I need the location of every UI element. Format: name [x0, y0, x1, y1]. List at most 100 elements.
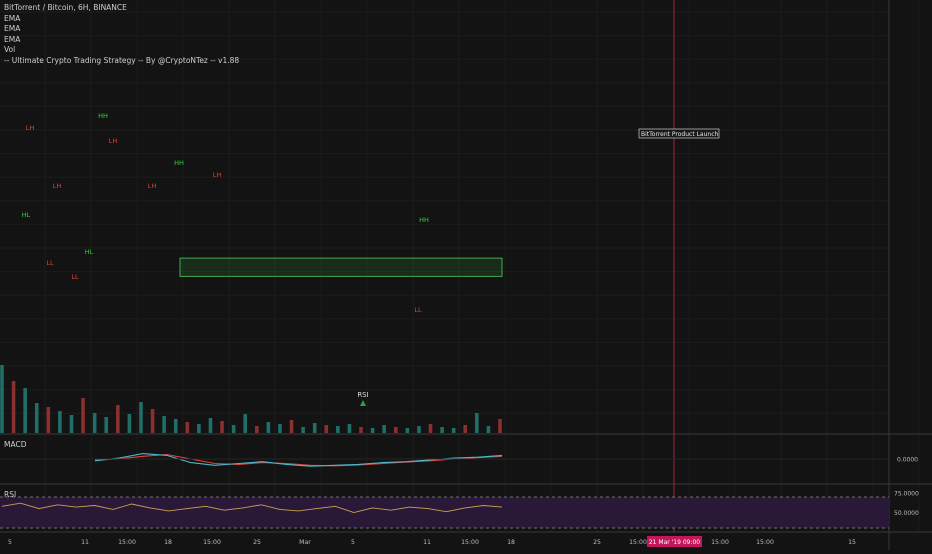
- structure-label-hl: HL: [85, 248, 94, 256]
- time-tick-label: 15:00: [203, 539, 221, 546]
- volume-bar: [46, 407, 51, 433]
- volume-bar: [34, 403, 39, 433]
- rsi-line: [1, 502, 503, 513]
- volume-bar: [0, 365, 4, 433]
- time-tick-label: 15:00: [118, 539, 136, 546]
- volume-bar: [11, 381, 16, 433]
- macd-line: [94, 453, 503, 467]
- structure-label-lh: LH: [53, 182, 62, 190]
- structure-label-ll: LL: [46, 259, 54, 267]
- volume-bar: [243, 414, 248, 433]
- structure-label-hh: HH: [419, 216, 429, 224]
- volume-bar: [69, 415, 74, 433]
- time-axis: 5 11 15:00 18 15:00 25 Mar 5 11 15:00 18 25 15:00 15:…: [8, 536, 856, 547]
- event-label-text: BitTorrent Product Launch: [641, 131, 719, 138]
- volume-bar: [173, 419, 178, 433]
- volume-bar: [116, 405, 120, 433]
- structure-label-hl: HL: [22, 211, 31, 219]
- structure-label-ll: LL: [414, 306, 422, 314]
- rsi-title[interactable]: RSI: [4, 490, 17, 499]
- volume-bar: [324, 425, 329, 433]
- volume-bar: [58, 411, 62, 433]
- time-tick-label: 25: [593, 539, 601, 546]
- volume-bar: [370, 428, 375, 433]
- time-tick-label: 5: [351, 539, 355, 546]
- time-tick-label: 15:00: [711, 539, 729, 546]
- volume-bar: [312, 423, 317, 433]
- time-tick-label: 15:00: [756, 539, 774, 546]
- volume-bar: [289, 420, 294, 433]
- volume-bar: [185, 422, 190, 433]
- rsi-marker: RSI: [357, 391, 369, 406]
- rsi-axis-label-75: 75.0000: [894, 490, 919, 497]
- structure-label-hh: HH: [98, 112, 108, 120]
- volume-bar: [486, 426, 491, 433]
- rsi-band-fill: [0, 497, 889, 528]
- volume-bar: [92, 413, 97, 433]
- event-annotation: BitTorrent Product Launch: [638, 128, 720, 139]
- time-tick-label: 11: [423, 539, 431, 546]
- support-zone: [179, 257, 503, 277]
- time-tick-label: 15:00: [461, 539, 479, 546]
- volume-indicator[interactable]: Vol: [4, 45, 16, 54]
- volume-bar: [231, 425, 236, 433]
- volume-bar: [81, 398, 85, 433]
- volume-bar: [301, 427, 305, 433]
- ema-indicator-2[interactable]: EMA: [4, 24, 21, 33]
- volume-bar: [382, 425, 386, 433]
- time-tick-label: 18: [164, 539, 172, 546]
- volume-bar: [278, 424, 282, 433]
- time-tick-label: 15:00: [629, 539, 647, 546]
- volume-bar: [23, 388, 27, 433]
- strategy-indicator[interactable]: -- Ultimate Crypto Trading Strategy -- B…: [4, 55, 240, 65]
- ema-indicator-3[interactable]: EMA: [4, 34, 21, 44]
- structure-label-lh: LH: [148, 182, 157, 190]
- volume-bar: [162, 416, 166, 433]
- volume-bar: [266, 422, 271, 433]
- volume-bar: [336, 426, 340, 433]
- volume-bar: [393, 427, 398, 433]
- volume-bar: [104, 417, 109, 433]
- volume-bar: [440, 427, 444, 433]
- support-zone-rect: [179, 257, 503, 277]
- structure-label-lh: LH: [213, 171, 222, 179]
- volume-bar: [451, 428, 456, 433]
- rsi-marker-label: RSI: [357, 391, 368, 399]
- time-tick-label: 11: [81, 539, 89, 546]
- volume-bar: [417, 426, 421, 433]
- volume-bar: [254, 426, 259, 433]
- price-axis: 0.000000420.000000400.000000380.00000036…: [894, 456, 919, 517]
- rsi-axis-label-50: 50.0000: [894, 510, 919, 517]
- structure-label-ll: LL: [71, 273, 79, 281]
- symbol-title[interactable]: BitTorrent / Bitcoin, 6H, BINANCE: [4, 3, 127, 12]
- volume-bar: [498, 419, 502, 433]
- volume-bar: [208, 418, 213, 433]
- structure-label-lh: LH: [26, 124, 35, 132]
- volume-bar: [347, 424, 352, 433]
- macd-title[interactable]: MACD: [4, 440, 27, 449]
- volume-bar: [139, 402, 143, 433]
- volume-bar: [150, 409, 155, 433]
- volume-bar: [220, 421, 224, 433]
- structure-label-lh: LH: [109, 137, 118, 145]
- volume-bar: [475, 413, 479, 433]
- volume-bars: [0, 365, 502, 433]
- time-tick-label: Mar: [299, 539, 311, 546]
- volume-bar: [127, 414, 132, 433]
- volume-bar: [428, 424, 433, 433]
- time-tick-label: 18: [507, 539, 515, 546]
- macd-axis-label: 0.0000: [897, 456, 918, 463]
- macd-pane: [0, 453, 889, 467]
- chart-legend: BitTorrent / Bitcoin, 6H, BINANCE EMA EM…: [4, 3, 239, 66]
- time-tick-label: 25: [253, 539, 261, 546]
- time-tick-label: 5: [8, 539, 12, 546]
- rsi-pane: [0, 496, 889, 529]
- rsi-marker-triangle: [360, 400, 366, 406]
- volume-bar: [359, 427, 363, 433]
- structure-labels: HH LH LH LH HL LL LL HH LH LH HL HH LL: [22, 112, 429, 314]
- ema-indicator-1[interactable]: EMA: [4, 13, 21, 23]
- crosshair-time-tag: [647, 536, 702, 547]
